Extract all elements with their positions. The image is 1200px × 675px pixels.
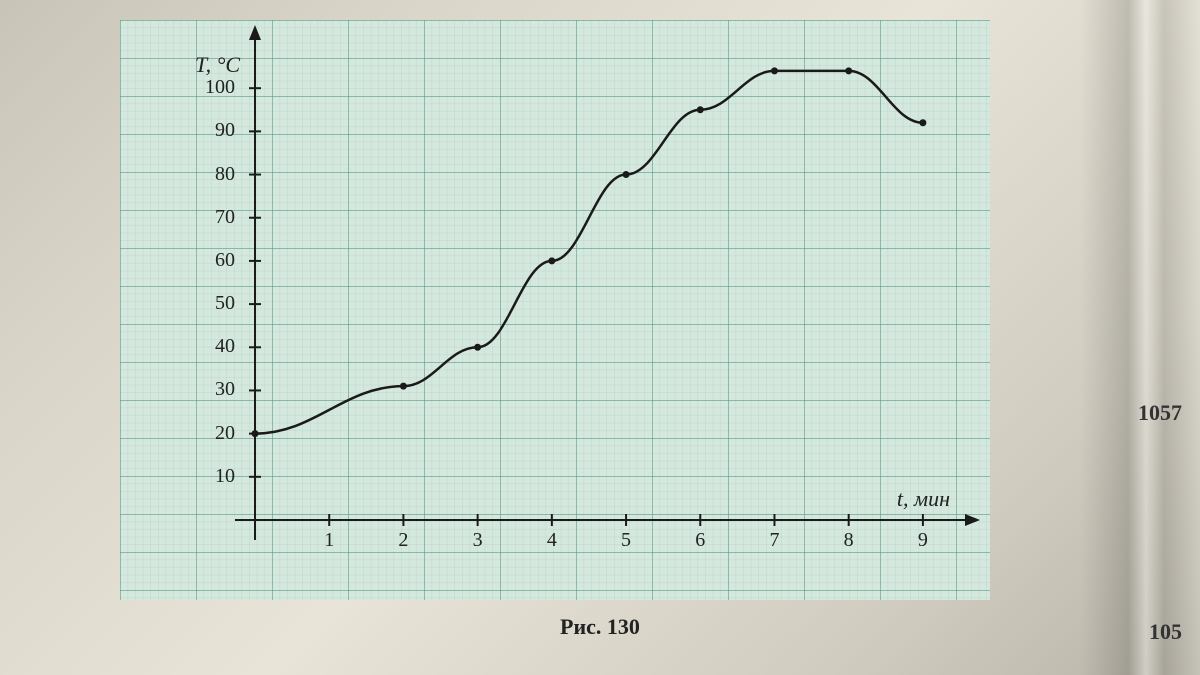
x-tick-label: 8 — [834, 529, 864, 552]
x-tick-label: 6 — [685, 529, 715, 552]
y-tick-label: 70 — [185, 206, 235, 229]
x-tick-label: 3 — [463, 529, 493, 552]
y-axis-title: T, °C — [195, 52, 240, 78]
y-tick-label: 10 — [185, 465, 235, 488]
page-curl-shadow — [1080, 0, 1200, 675]
y-tick-label: 90 — [185, 119, 235, 142]
chart-container: T, °C t, мин 10 20 30 40 50 60 70 80 90 100 1 2 3 4 5… — [120, 20, 990, 600]
margin-text-top: 1057 — [1138, 400, 1182, 426]
y-tick-label: 60 — [185, 249, 235, 272]
y-tick-label: 20 — [185, 422, 235, 445]
x-tick-label: 5 — [611, 529, 641, 552]
y-tick-label: 30 — [185, 378, 235, 401]
margin-text-bottom: 105 — [1149, 619, 1182, 645]
y-tick-label: 100 — [185, 76, 235, 99]
y-tick-label: 50 — [185, 292, 235, 315]
x-tick-label: 4 — [537, 529, 567, 552]
x-tick-label: 1 — [314, 529, 344, 552]
x-tick-label: 9 — [908, 529, 938, 552]
chart-svg — [120, 20, 990, 600]
x-tick-label: 7 — [759, 529, 789, 552]
x-axis-title: t, мин — [897, 486, 950, 512]
figure-caption: Рис. 130 — [560, 614, 640, 640]
y-tick-label: 40 — [185, 335, 235, 358]
y-tick-label: 80 — [185, 163, 235, 186]
x-tick-label: 2 — [388, 529, 418, 552]
